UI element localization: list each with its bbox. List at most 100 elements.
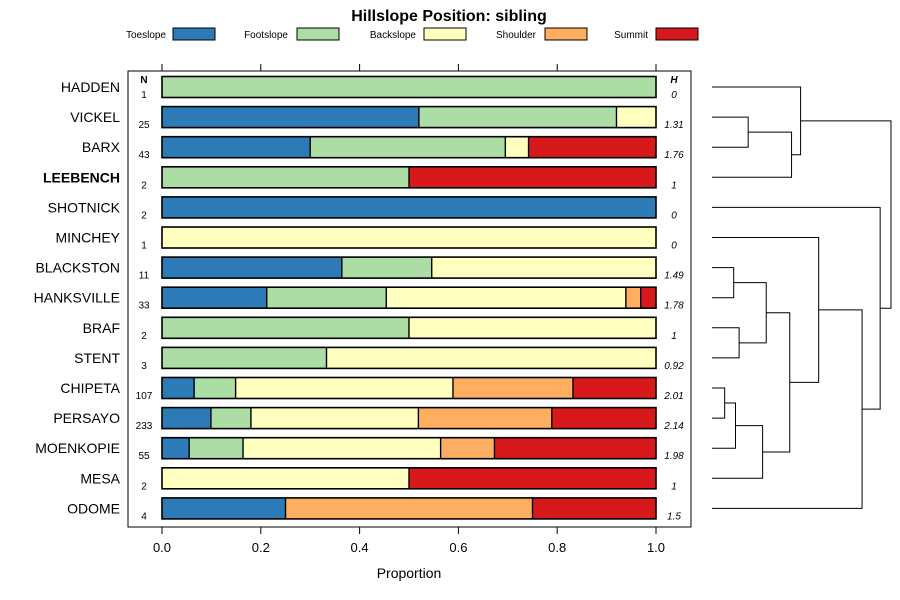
bar-segment-stent-footslope — [162, 347, 327, 369]
axes-group: 0.0 0.2 0.4 0.6 0.8 1.0 — [153, 64, 665, 555]
bar-segment-hanksville-footslope — [266, 287, 387, 309]
bar-outline-shotnick — [161, 196, 657, 219]
n-value-mesa: 2 — [141, 481, 147, 492]
h-value-minchey: 0 — [671, 241, 677, 252]
bar-outline-hadden — [161, 75, 657, 99]
bar-segment-chipeta-shoulder — [452, 377, 574, 399]
bar-row-vickel — [161, 105, 657, 129]
bar-row-mesa — [161, 466, 657, 490]
h-value-braf: 1 — [671, 331, 677, 342]
bar-row-persayo — [161, 406, 657, 430]
dendrogram-link — [762, 312, 791, 453]
x-tick-label-0-4: 0.4 — [351, 540, 369, 555]
dendrogram-merge-5 — [733, 282, 767, 344]
dendrogram-merge-3 — [712, 267, 735, 299]
bar-segment-shotnick-toeslope — [162, 196, 656, 218]
bar-row-leebench — [161, 166, 657, 189]
n-value-leebench: 2 — [141, 180, 147, 191]
dendrogram-link — [712, 425, 764, 479]
dendrogram-merge-2 — [712, 86, 802, 156]
bar-outline-blackston — [161, 256, 657, 279]
h-value-blackston: 1.49 — [664, 271, 684, 282]
dendrogram-link — [712, 327, 740, 359]
bar-row-braf — [161, 316, 657, 340]
dendrogram-link — [712, 267, 735, 299]
bar-segment-blackston-toeslope — [162, 257, 342, 279]
row-label-shotnick: SHOTNICK — [48, 199, 121, 215]
h-value-barx: 1.76 — [664, 150, 684, 161]
n-value-blackston: 11 — [139, 271, 150, 282]
dendrogram-merge-8 — [712, 425, 764, 479]
bar-segment-mesa-summit — [409, 467, 656, 489]
n-value-vickel: 25 — [138, 120, 150, 131]
n-value-shotnick: 2 — [141, 210, 147, 221]
dendrogram-merge-10 — [712, 237, 820, 383]
row-label-barx: BARX — [82, 139, 121, 155]
legend-label-toeslope: Toeslope — [126, 30, 166, 41]
bar-segment-chipeta-summit — [573, 377, 656, 399]
bars-group — [161, 75, 657, 520]
bar-row-blackston — [161, 256, 657, 279]
bar-segment-odome-toeslope — [162, 497, 286, 519]
n-value-barx: 43 — [138, 150, 150, 161]
bar-segment-chipeta-backslope — [235, 377, 453, 399]
bar-segment-minchey-backslope — [162, 227, 656, 248]
bar-segment-odome-summit — [532, 497, 656, 519]
h-value-chipeta: 2.01 — [663, 391, 683, 402]
dendrogram-link — [712, 387, 726, 419]
bar-segment-leebench-summit — [409, 166, 656, 188]
bar-segment-stent-backslope — [326, 347, 656, 369]
x-tick-label-0-6: 0.6 — [449, 540, 467, 555]
bar-outline-chipeta — [161, 376, 657, 400]
bar-row-hanksville — [161, 286, 657, 310]
x-tick-label-0-0: 0.0 — [153, 540, 171, 555]
dendrogram — [712, 86, 892, 509]
bar-row-odome — [161, 497, 657, 520]
bar-segment-leebench-footslope — [162, 166, 409, 188]
bar-segment-hadden-footslope — [162, 76, 656, 98]
dendrogram-merge-9 — [762, 312, 791, 453]
dendrogram-merge-12 — [712, 206, 881, 410]
row-label-vickel: VICKEL — [70, 109, 120, 125]
bar-segment-moenkopie-toeslope — [162, 437, 190, 459]
bar-outline-braf — [161, 316, 657, 340]
h-value-moenkopie: 1.98 — [664, 451, 684, 462]
bar-row-hadden — [161, 75, 657, 99]
bar-segment-barx-summit — [528, 136, 656, 158]
legend-label-backslope: Backslope — [370, 30, 417, 41]
dendrogram-link — [712, 402, 737, 449]
n-value-hadden: 1 — [141, 90, 147, 101]
dendrogram-merge-4 — [712, 327, 740, 359]
x-tick-label-0-8: 0.8 — [548, 540, 566, 555]
h-value-vickel: 1.31 — [664, 120, 683, 131]
bar-segment-odome-shoulder — [285, 497, 533, 519]
dendrogram-link — [712, 86, 802, 156]
legend-swatch-backslope — [423, 27, 467, 41]
bar-row-barx — [161, 135, 657, 159]
bar-segment-persayo-backslope — [250, 407, 419, 429]
bar-segment-persayo-toeslope — [162, 407, 211, 429]
dendrogram-link — [733, 282, 767, 344]
bar-row-chipeta — [161, 376, 657, 400]
bar-row-moenkopie — [161, 436, 657, 460]
bar-segment-hanksville-backslope — [386, 287, 626, 309]
bar-row-shotnick — [161, 196, 657, 219]
row-label-blackston: BLACKSTON — [35, 260, 120, 276]
dendrogram-link — [712, 131, 793, 178]
bar-segment-blackston-backslope — [431, 257, 656, 279]
bar-segment-moenkopie-summit — [494, 437, 656, 459]
bar-outline-minchey — [161, 226, 657, 249]
row-label-moenkopie: MOENKOPIE — [35, 440, 120, 456]
bar-outline-hanksville — [161, 286, 657, 310]
bar-segment-mesa-backslope — [162, 467, 409, 489]
row-label-chipeta: CHIPETA — [60, 380, 120, 396]
row-label-minchey: MINCHEY — [55, 230, 120, 246]
bar-segment-persayo-footslope — [210, 407, 251, 429]
bar-segment-hanksville-toeslope — [162, 287, 267, 309]
n-value-braf: 2 — [141, 331, 147, 342]
row-labels-group: HADDEN VICKEL BARX LEEBENCH SHOTNICK MINCHEY B… — [34, 79, 121, 516]
dendrogram-merge-6 — [712, 387, 726, 419]
h-value-leebench: 1 — [671, 180, 677, 191]
bar-segment-chipeta-toeslope — [162, 377, 195, 399]
dendrogram-merge-1 — [712, 131, 793, 178]
